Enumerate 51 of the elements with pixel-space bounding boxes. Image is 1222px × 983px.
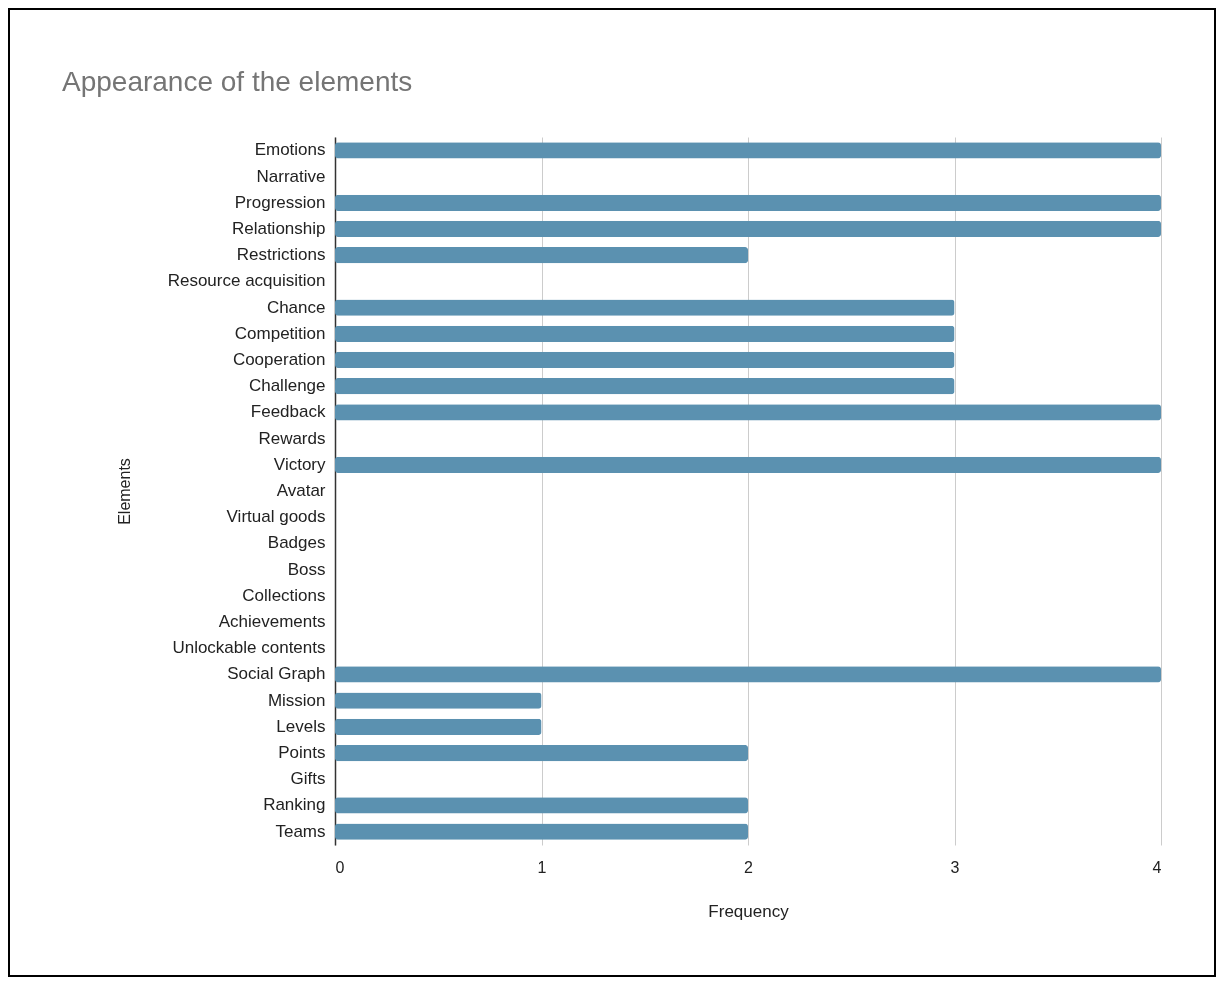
y-tick-label: Avatar [276, 481, 326, 500]
x-axis-title: Frequency [708, 901, 790, 921]
bar [335, 351, 955, 369]
y-tick-label: Relationship [231, 218, 326, 238]
y-tick-label: Chance [266, 297, 326, 317]
bar [335, 744, 748, 762]
bar [335, 325, 955, 342]
y-tick-label: Collections [242, 585, 326, 605]
y-tick-label: Victory [273, 454, 326, 474]
bar [335, 666, 1161, 683]
x-tick-label: 3 [950, 858, 960, 876]
bar [335, 220, 1161, 238]
y-tick-label: Resource acquisition [167, 271, 326, 291]
bar [335, 378, 955, 395]
bar [335, 692, 542, 709]
y-tick-label: Gifts [290, 769, 326, 789]
y-tick-label: Progression [234, 192, 326, 212]
bar [335, 247, 748, 264]
y-tick-label: Achievements [218, 612, 326, 632]
y-tick-label: Virtual goods [226, 507, 326, 527]
y-tick-label: Points [278, 743, 326, 763]
x-tick-label: 4 [1152, 858, 1162, 876]
bar [335, 823, 748, 840]
y-axis-title: Elements [115, 458, 133, 525]
x-tick-label: 2 [744, 858, 754, 876]
y-tick-label: Rewards [258, 428, 326, 448]
y-tick-label: Boss [287, 559, 326, 579]
x-tick-label: 1 [537, 858, 547, 876]
y-tick-label: Unlockable contents [172, 638, 326, 658]
y-tick-label: Competition [234, 323, 326, 343]
bar [335, 194, 1161, 211]
y-tick-label: Mission [267, 690, 326, 710]
y-tick-label: Badges [267, 533, 326, 553]
bar [335, 718, 542, 735]
bar [335, 456, 1161, 473]
y-tick-label: Restrictions [236, 245, 326, 265]
x-tick-label: 0 [335, 858, 345, 876]
y-tick-label: Narrative [256, 166, 326, 186]
y-tick-label: Social Graph [227, 664, 326, 684]
bar [335, 299, 955, 316]
y-tick-label: Feedback [250, 402, 326, 422]
y-tick-label: Cooperation [232, 349, 326, 369]
bar [335, 797, 748, 814]
chart-title: Appearance of the elements [62, 66, 413, 97]
bar [335, 404, 1161, 421]
y-tick-label: Teams [275, 821, 326, 841]
y-tick-label: Levels [276, 716, 326, 736]
bar [335, 142, 1161, 159]
y-tick-label: Emotions [254, 140, 326, 160]
y-tick-label: Challenge [248, 376, 326, 396]
y-tick-label: Ranking [263, 795, 326, 815]
